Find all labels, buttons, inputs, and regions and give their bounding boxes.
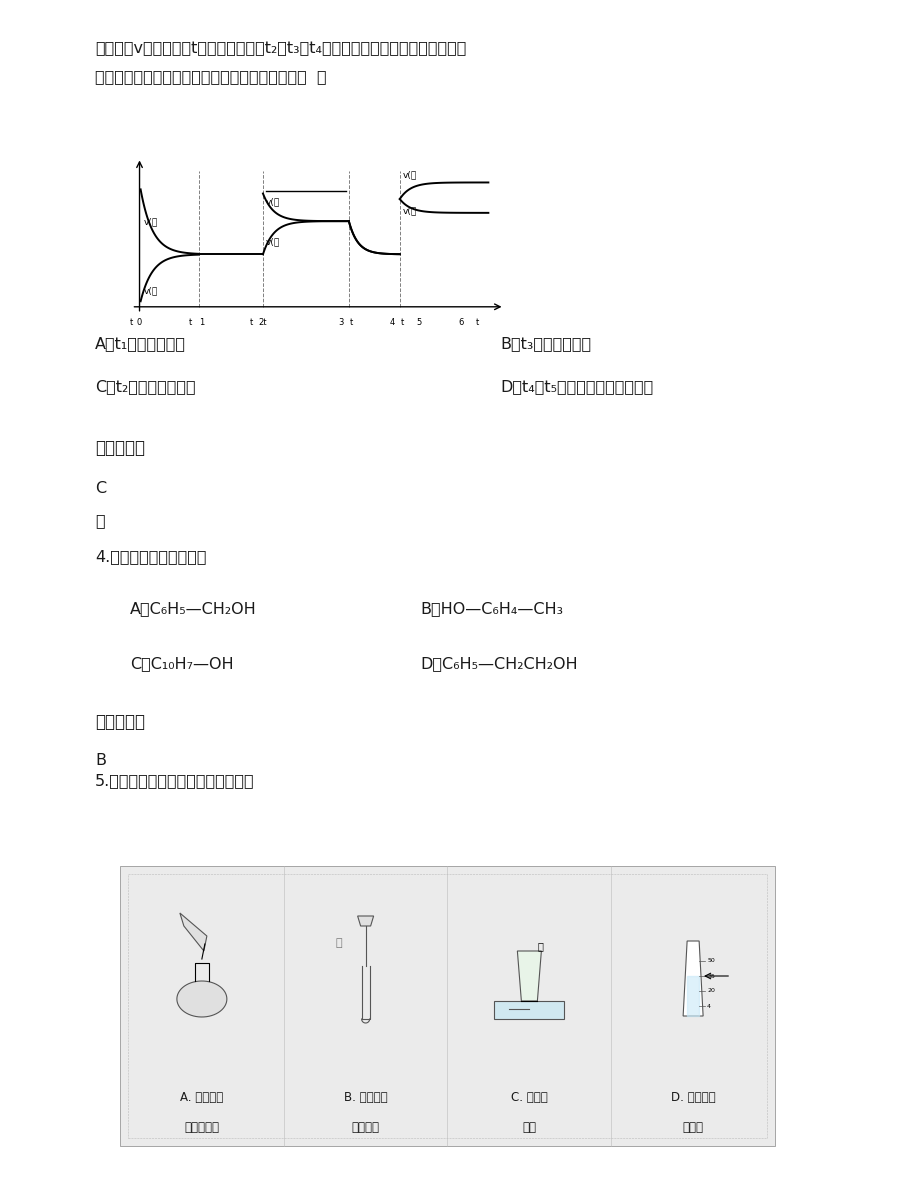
Text: 6: 6: [459, 318, 464, 326]
Text: ✋: ✋: [335, 939, 342, 948]
Text: 改变各物质的初始加入量。下列说法中正确的是（  ）: 改变各物质的初始加入量。下列说法中正确的是（ ）: [95, 69, 326, 85]
Text: 时读数: 时读数: [682, 1121, 703, 1134]
Text: C. 氨气的: C. 氨气的: [510, 1091, 547, 1104]
Polygon shape: [176, 981, 227, 1017]
Text: v(正: v(正: [143, 217, 158, 226]
Polygon shape: [494, 1000, 563, 1019]
Text: t: t: [188, 318, 192, 326]
Text: D．C₆H₅—CH₂CH₂OH: D．C₆H₅—CH₂CH₂OH: [420, 656, 577, 671]
Text: D．t₄～t₅时间内转化率一定最低: D．t₄～t₅时间内转化率一定最低: [499, 379, 652, 394]
Text: A．C₆H₅—CH₂OH: A．C₆H₅—CH₂OH: [130, 601, 256, 616]
Text: 20: 20: [707, 989, 714, 993]
Polygon shape: [686, 975, 698, 1016]
Text: v(正: v(正: [403, 206, 416, 214]
Text: 4: 4: [707, 1004, 710, 1009]
Text: 50: 50: [707, 959, 714, 964]
Text: 参考答案：: 参考答案：: [95, 713, 145, 731]
Polygon shape: [683, 941, 702, 1016]
Text: 2t: 2t: [258, 318, 267, 326]
Text: t: t: [349, 318, 353, 326]
Text: t: t: [401, 318, 403, 326]
Text: 滴加液体: 滴加液体: [351, 1121, 380, 1134]
Text: B．HO—C₆H₄—CH₃: B．HO—C₆H₄—CH₃: [420, 601, 562, 616]
Polygon shape: [357, 916, 373, 925]
Text: 1: 1: [199, 318, 204, 326]
Text: A．t₁时增大了压强: A．t₁时增大了压强: [95, 336, 186, 351]
Polygon shape: [516, 950, 540, 1000]
Text: 的速率（v）随时间（t）变化的关系，t₂、t₃、t₄时刻外界条件有所改变，但都没有: 的速率（v）随时间（t）变化的关系，t₂、t₃、t₄时刻外界条件有所改变，但都没…: [95, 40, 466, 56]
Text: A. 向容量瓶: A. 向容量瓶: [180, 1091, 223, 1104]
Text: 中转移液体: 中转移液体: [184, 1121, 219, 1134]
Text: C．t₂时加入了催化剂: C．t₂时加入了催化剂: [95, 379, 196, 394]
Text: 3: 3: [337, 318, 343, 326]
Text: C: C: [95, 481, 106, 495]
Text: t: t: [130, 318, 133, 326]
Text: 略: 略: [95, 513, 105, 528]
Text: 0: 0: [137, 318, 142, 326]
Text: D. 量取液体: D. 量取液体: [670, 1091, 715, 1104]
Text: 收集: 收集: [522, 1121, 536, 1134]
Text: 4.下列有机物属于酚的是: 4.下列有机物属于酚的是: [95, 549, 206, 565]
Text: t: t: [475, 318, 479, 326]
Text: B. 向试管内: B. 向试管内: [344, 1091, 387, 1104]
Text: v(逆: v(逆: [403, 170, 416, 179]
Text: v(正: v(正: [266, 238, 279, 247]
Polygon shape: [180, 913, 207, 950]
Text: 参考答案：: 参考答案：: [95, 439, 145, 457]
Text: 35: 35: [707, 973, 714, 979]
Text: 5: 5: [415, 318, 421, 326]
Text: B．t₃时降低了温度: B．t₃时降低了温度: [499, 336, 591, 351]
Text: v(逆: v(逆: [143, 286, 158, 295]
Text: B: B: [95, 753, 106, 768]
Text: t: t: [249, 318, 253, 326]
Text: C．C₁₀H₇—OH: C．C₁₀H₇—OH: [130, 656, 233, 671]
Text: 水: 水: [537, 941, 542, 950]
Text: 5.下列操作方法或实验装置正确的是: 5.下列操作方法或实验装置正确的是: [95, 773, 255, 788]
Text: v(逆: v(逆: [266, 198, 279, 206]
Text: 4: 4: [389, 318, 394, 326]
FancyBboxPatch shape: [119, 866, 774, 1146]
